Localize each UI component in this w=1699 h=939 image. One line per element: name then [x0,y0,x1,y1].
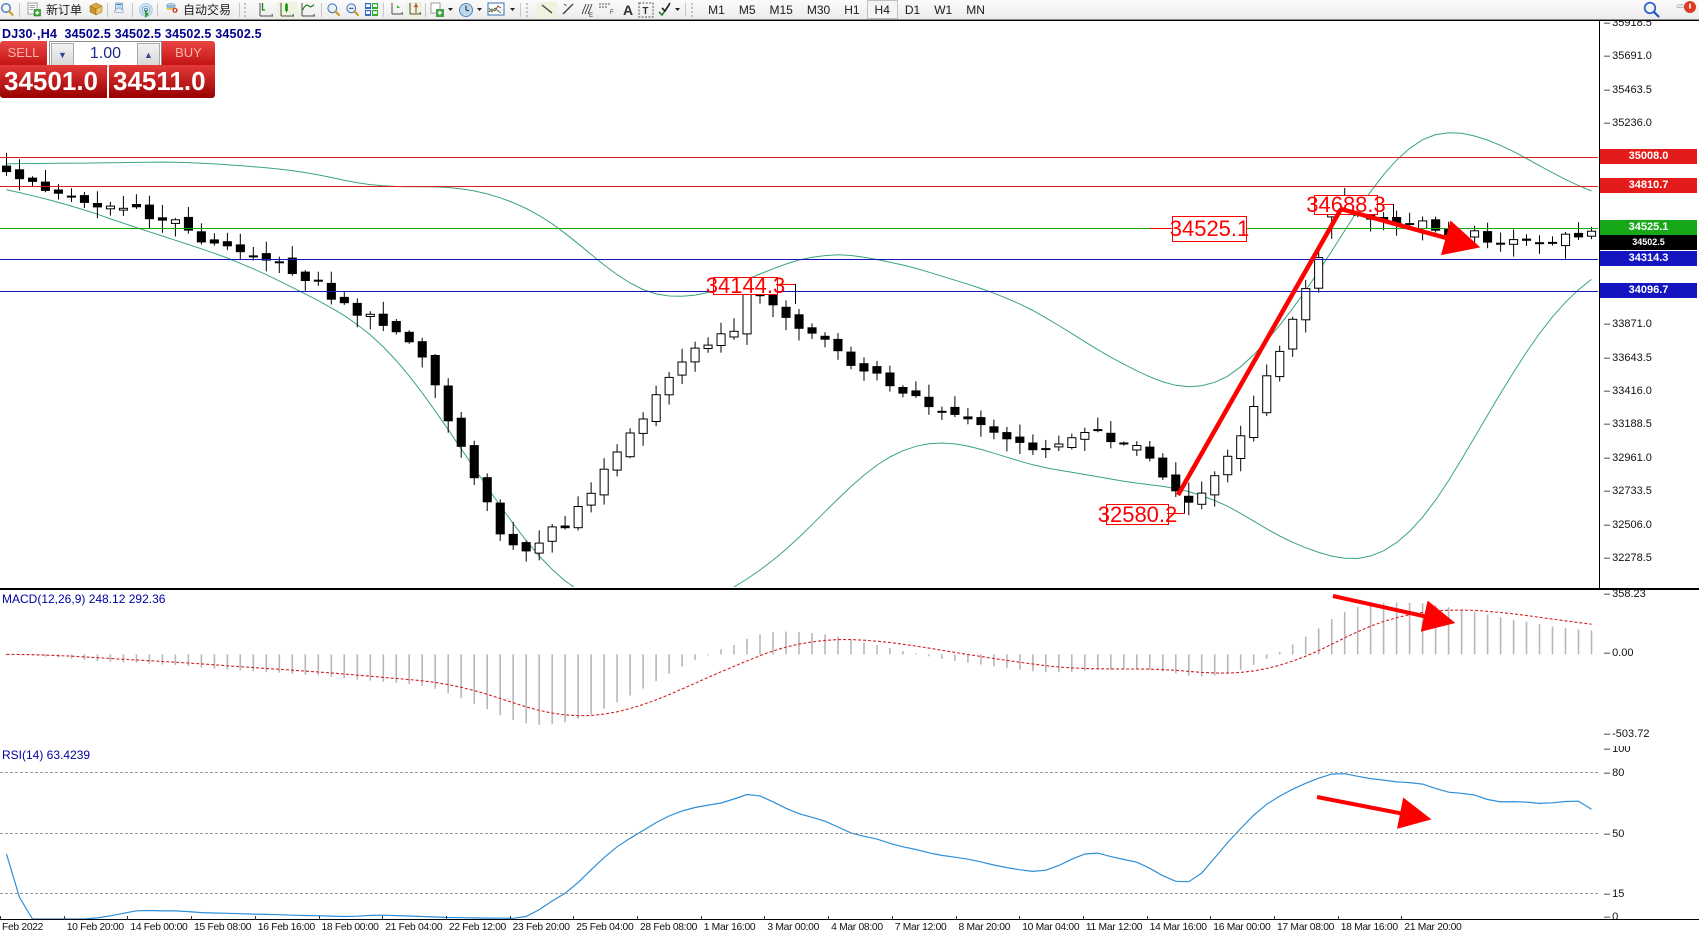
svg-text:F: F [610,10,614,16]
svg-text:T: T [643,6,649,17]
svg-text:E: E [589,13,593,18]
